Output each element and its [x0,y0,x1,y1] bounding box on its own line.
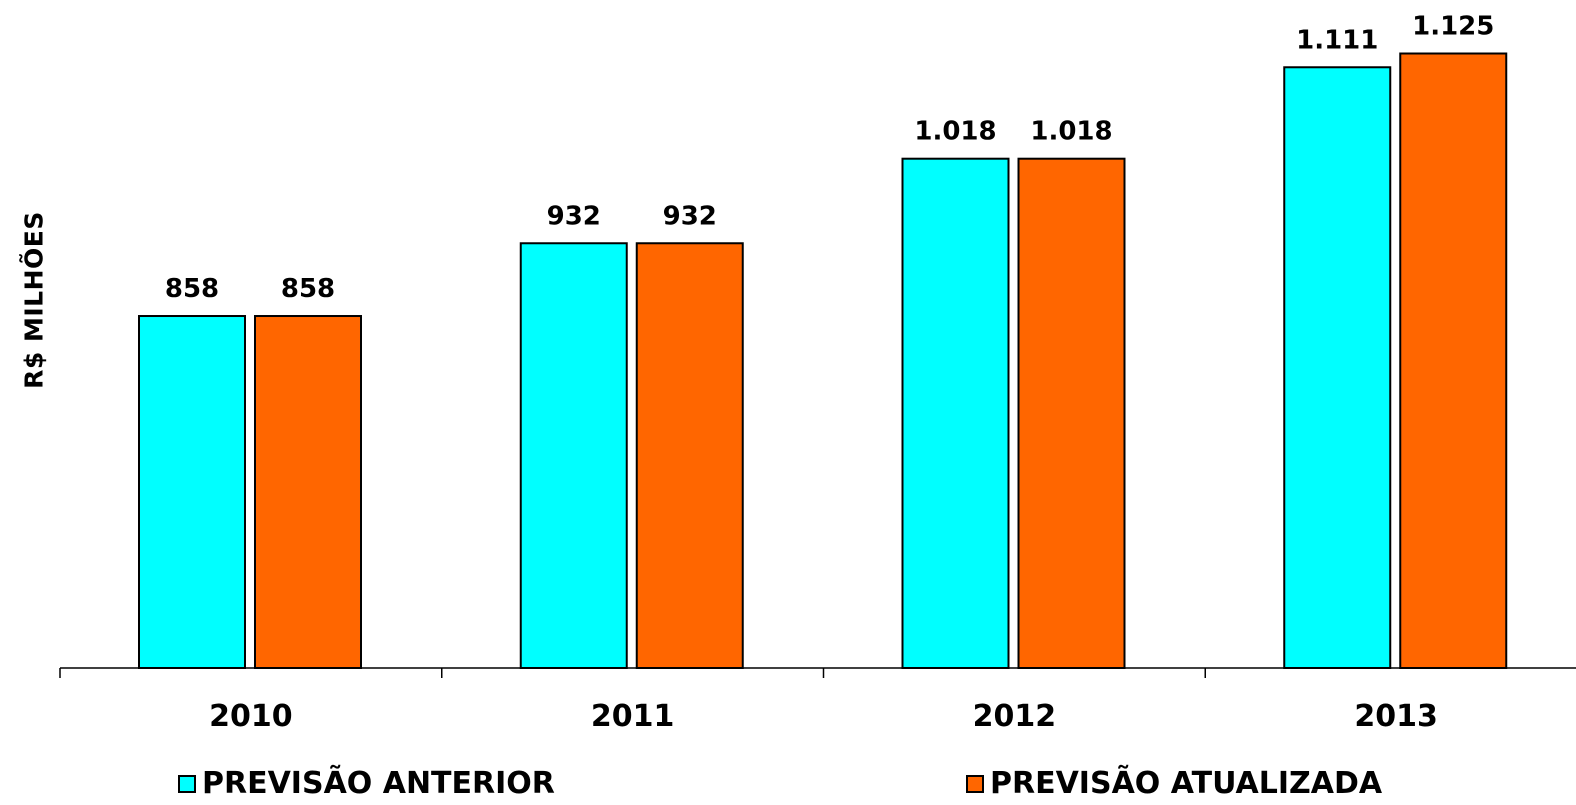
data-label-previs-o-atualizada-2013: 1.125 [1412,12,1494,42]
legend-swatch-previsao-atualizada [966,775,984,793]
legend-swatch-previsao-anterior [178,775,196,793]
data-label-previs-o-anterior-2013: 1.111 [1296,25,1378,55]
bar-previs-o-anterior-2013 [1283,66,1392,670]
data-label-previs-o-atualizada-2012: 1.018 [1030,117,1112,147]
data-label-previs-o-anterior-2012: 1.018 [914,117,996,147]
data-label-previs-o-atualizada-2011: 932 [663,201,717,231]
x-tick-label-2010: 2010 [209,699,293,734]
bar-previs-o-anterior-2010 [138,315,246,669]
data-label-previs-o-atualizada-2010: 858 [281,274,335,304]
y-axis-label: R$ MILHÕES [19,211,49,389]
bar-previs-o-atualizada-2011 [635,242,744,669]
bar-previs-o-atualizada-2012 [1017,157,1126,669]
x-tick-label-2011: 2011 [591,699,675,734]
x-tick-label-2013: 2013 [1354,699,1438,734]
bar-previs-o-anterior-2011 [519,242,628,669]
bar-previs-o-anterior-2012 [901,157,1010,669]
x-tick-label-2012: 2012 [973,699,1057,734]
bar-previs-o-atualizada-2013 [1399,52,1508,669]
legend-label-previsao-anterior: PREVISÃO ANTERIOR [202,766,555,801]
legend-item-previsao-atualizada: PREVISÃO ATUALIZADA [966,766,1382,802]
data-label-previs-o-anterior-2010: 858 [165,274,219,304]
legend-item-previsao-anterior: PREVISÃO ANTERIOR [178,766,555,802]
legend: PREVISÃO ANTERIOR PREVISÃO ATUALIZADA [0,766,1576,805]
bar-previs-o-atualizada-2010 [254,315,362,669]
data-label-previs-o-anterior-2011: 932 [547,201,601,231]
legend-label-previsao-atualizada: PREVISÃO ATUALIZADA [990,766,1383,801]
